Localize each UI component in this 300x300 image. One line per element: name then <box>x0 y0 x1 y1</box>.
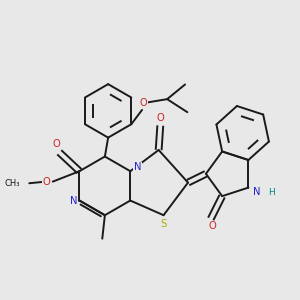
Text: N: N <box>134 162 141 172</box>
Text: N: N <box>70 196 77 206</box>
Text: H: H <box>268 188 275 197</box>
Text: S: S <box>160 219 167 229</box>
Text: O: O <box>156 113 164 123</box>
Text: CH₃: CH₃ <box>4 179 20 188</box>
Text: O: O <box>208 221 216 231</box>
Text: O: O <box>140 98 148 108</box>
Text: O: O <box>43 177 51 187</box>
Text: O: O <box>53 139 61 149</box>
Text: N: N <box>253 188 260 197</box>
